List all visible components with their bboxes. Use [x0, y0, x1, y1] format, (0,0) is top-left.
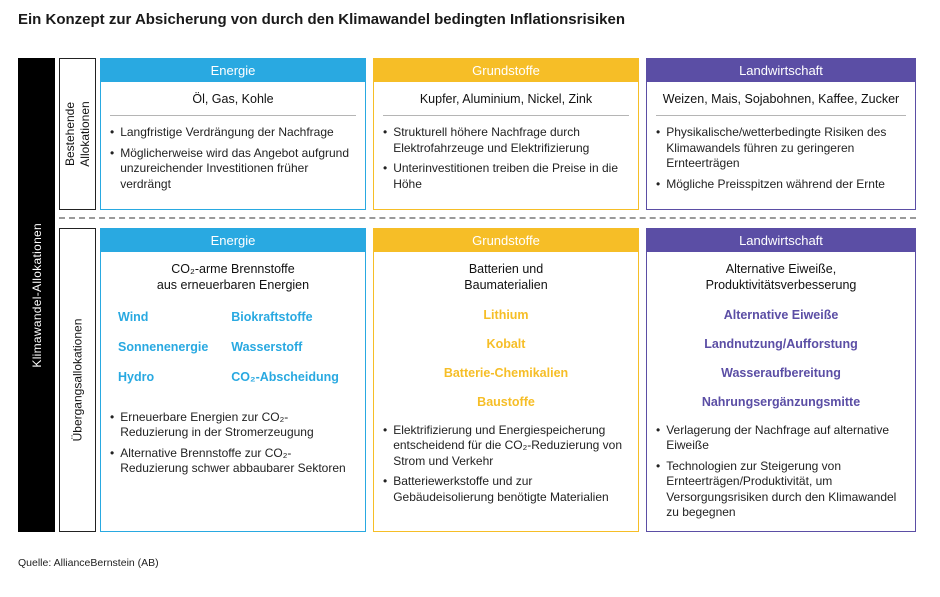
card-subtitle: Kupfer, Aluminium, Nickel, Zink: [383, 89, 629, 107]
card-header-grundstoffe: Grundstoffe: [373, 58, 639, 82]
sidebar-label: Klimawandel-Allokationen: [29, 222, 44, 368]
bullet-item: Erneuerbare Energien zur CO₂-Reduzierung…: [110, 410, 356, 441]
card-header-grundstoffe: Grundstoffe: [373, 228, 639, 252]
bullet-item: Strukturell höhere Nachfrage durch Elekt…: [383, 125, 629, 156]
bullet-item: Elektrifizierung und Energiespeicherung …: [383, 423, 629, 470]
bullet-text: Batteriewerkstoffe und zur Gebäudeisolie…: [393, 474, 609, 504]
row-label-existing-allocations: Bestehende Allokationen: [59, 58, 96, 210]
subtitle-line: Weizen, Mais, Sojabohnen, Kaffee, Zucker: [662, 92, 900, 106]
bullet-item: Technologien zur Steigerung von Ernteert…: [656, 459, 906, 521]
card-subtitle: Weizen, Mais, Sojabohnen, Kaffee, Zucker: [656, 89, 906, 107]
keyword: Lithium: [483, 307, 529, 322]
dashed-divider: [59, 217, 916, 219]
row-label-transition-allocations: Übergangsallokationen: [59, 228, 96, 532]
card-body: CO₂-arme Brennstoffe aus erneuerbaren En…: [100, 252, 366, 532]
bullet-text: Physikalische/wetterbedingte Risiken des…: [666, 125, 887, 171]
keyword: Kobalt: [486, 336, 526, 351]
row-label-line: Bestehende: [62, 101, 77, 167]
subtitle-line: Öl, Gas, Kohle: [192, 92, 274, 106]
subtitle-line: Alternative Eiweiße,: [725, 262, 837, 276]
bullet-text: Alternative Brennstoffe zur CO₂-Reduzier…: [120, 445, 346, 476]
keyword: Landnutzung/Aufforstung: [704, 336, 858, 351]
keyword-grid: Wind Biokraftstoffe Sonnenenergie Wasser…: [110, 294, 356, 384]
card-subtitle: Alternative Eiweiße, Produktivitätsverbe…: [656, 259, 906, 294]
keyword: Biokraftstoffe: [231, 309, 313, 324]
subtitle-line: Produktivitätsverbesserung: [705, 278, 857, 293]
card-subtitle: Öl, Gas, Kohle: [110, 89, 356, 107]
keyword: Batterie-Chemikalien: [443, 365, 569, 380]
row-label-text: Übergangsallokationen: [70, 319, 85, 442]
keyword: Hydro: [118, 369, 155, 384]
bullet-list: Strukturell höhere Nachfrage durch Elekt…: [383, 125, 629, 192]
bullet-list: Verlagerung der Nachfrage auf alternativ…: [656, 423, 906, 522]
bullet-text: Möglicherweise wird das Angebot aufgrund…: [120, 145, 350, 192]
card-existing-energie: Energie Öl, Gas, Kohle Langfristige Verd…: [100, 58, 366, 210]
bullet-text: Elektrifizierung und Energiespeicherung …: [393, 422, 622, 468]
bullet-item: Batteriewerkstoffe und zur Gebäudeisolie…: [383, 474, 629, 505]
bullet-item: Physikalische/wetterbedingte Risiken des…: [656, 125, 906, 172]
bullet-item: Langfristige Verdrängung der Nachfrage: [110, 125, 356, 141]
card-existing-landwirtschaft: Landwirtschaft Weizen, Mais, Sojabohnen,…: [646, 58, 916, 210]
bullet-text: Mögliche Preisspitzen während der Ernte: [666, 177, 885, 192]
keyword: Alternative Eiweiße: [723, 307, 839, 322]
card-existing-grundstoffe: Grundstoffe Kupfer, Aluminium, Nickel, Z…: [373, 58, 639, 210]
bullet-text: Technologien zur Steigerung von Ernteert…: [666, 458, 897, 520]
subtitle-divider: [656, 115, 906, 117]
climate-allocations-sidebar: Klimawandel-Allokationen: [18, 58, 55, 532]
bullet-text: Langfristige Verdrängung der Nachfrage: [120, 125, 334, 140]
bullet-text: Erneuerbare Energien zur CO₂-Reduzierung…: [120, 409, 314, 440]
subtitle-line: aus erneuerbaren Energien: [156, 278, 310, 293]
source-note: Quelle: AllianceBernstein (AB): [18, 557, 159, 569]
card-header-landwirtschaft: Landwirtschaft: [646, 228, 916, 252]
subtitle-line: Baumaterialien: [464, 278, 548, 293]
keyword-stack: Alternative Eiweiße Landnutzung/Aufforst…: [656, 294, 906, 409]
subtitle-divider: [110, 115, 356, 117]
card-header-energie: Energie: [100, 228, 366, 252]
keyword: Wind: [118, 309, 149, 324]
card-header-landwirtschaft: Landwirtschaft: [646, 58, 916, 82]
bullet-item: Möglicherweise wird das Angebot aufgrund…: [110, 146, 356, 193]
card-subtitle: Batterien und Baumaterialien: [383, 259, 629, 294]
page-title: Ein Konzept zur Absicherung von durch de…: [18, 11, 626, 28]
subtitle-line: CO₂-arme Brennstoffe: [171, 262, 295, 276]
bullet-item: Mögliche Preisspitzen während der Ernte: [656, 177, 906, 193]
subtitle-line: Batterien und: [468, 262, 544, 276]
card-transition-energie: Energie CO₂-arme Brennstoffe aus erneuer…: [100, 228, 366, 532]
card-subtitle: CO₂-arme Brennstoffe aus erneuerbaren En…: [110, 259, 356, 294]
card-header-energie: Energie: [100, 58, 366, 82]
card-transition-landwirtschaft: Landwirtschaft Alternative Eiweiße, Prod…: [646, 228, 916, 532]
row-label-line: Allokationen: [77, 101, 92, 167]
keyword: Wasserstoff: [231, 339, 303, 354]
bullet-item: Unterinvestitionen treiben die Preise in…: [383, 161, 629, 192]
keyword: Nahrungsergänzungsmitte: [701, 394, 861, 409]
card-body: Öl, Gas, Kohle Langfristige Verdrängung …: [100, 82, 366, 210]
bullet-list: Elektrifizierung und Energiespeicherung …: [383, 423, 629, 506]
bullet-text: Unterinvestitionen treiben die Preise in…: [393, 161, 618, 192]
card-body: Alternative Eiweiße, Produktivitätsverbe…: [646, 252, 916, 532]
bullet-item: Verlagerung der Nachfrage auf alternativ…: [656, 423, 906, 454]
keyword: Sonnenenergie: [118, 339, 209, 354]
card-body: Batterien und Baumaterialien Lithium Kob…: [373, 252, 639, 532]
subtitle-divider: [383, 115, 629, 117]
row-label-text: Bestehende Allokationen: [63, 101, 93, 166]
bullet-list: Langfristige Verdrängung der Nachfrage M…: [110, 125, 356, 192]
bullet-item: Alternative Brennstoffe zur CO₂-Reduzier…: [110, 446, 356, 477]
bullet-text: Verlagerung der Nachfrage auf alternativ…: [666, 422, 890, 453]
keyword: CO₂-Abscheidung: [231, 369, 339, 384]
keyword-stack: Lithium Kobalt Batterie-Chemikalien Baus…: [383, 294, 629, 409]
bullet-text: Strukturell höhere Nachfrage durch Elekt…: [393, 125, 590, 155]
bullet-list: Physikalische/wetterbedingte Risiken des…: [656, 125, 906, 192]
card-body: Kupfer, Aluminium, Nickel, Zink Struktur…: [373, 82, 639, 210]
subtitle-line: Kupfer, Aluminium, Nickel, Zink: [419, 92, 593, 106]
row-label-line: Übergangsallokationen: [70, 318, 84, 442]
card-body: Weizen, Mais, Sojabohnen, Kaffee, Zucker…: [646, 82, 916, 210]
keyword: Baustoffe: [477, 394, 535, 409]
keyword: Wasseraufbereitung: [721, 365, 841, 380]
card-transition-grundstoffe: Grundstoffe Batterien und Baumaterialien…: [373, 228, 639, 532]
bullet-list: Erneuerbare Energien zur CO₂-Reduzierung…: [110, 410, 356, 477]
